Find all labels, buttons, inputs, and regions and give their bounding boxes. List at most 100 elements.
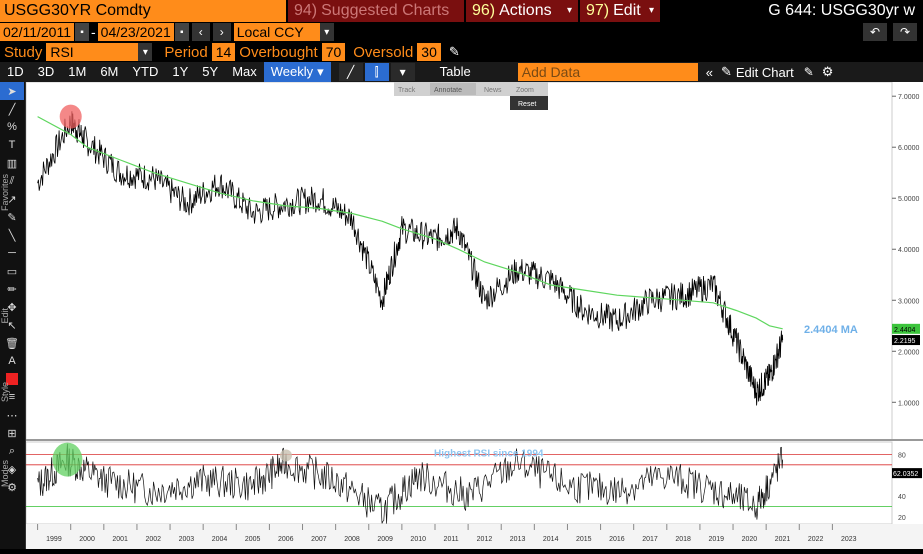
price-y-tick-label: 7.0000 <box>898 94 920 101</box>
arrow-icon[interactable]: ↗ <box>7 193 17 206</box>
rsi-y-tick-label: 40 <box>898 494 906 501</box>
select-icon[interactable]: ↖ <box>7 319 17 332</box>
dotted-icon[interactable]: ⋯ <box>6 409 18 422</box>
layers-icon[interactable]: ◈ <box>7 463 17 476</box>
rsi-peak-highlight <box>52 442 83 477</box>
x-tick-label: 2001 <box>112 536 128 543</box>
actions-label: Actions <box>499 2 552 19</box>
pen-icon[interactable]: ✎ <box>7 211 17 224</box>
rsi-y-tick-label: 80 <box>898 452 906 459</box>
suggested-label: Suggested Charts <box>321 2 450 19</box>
chevron-down-icon[interactable]: ▾ <box>390 63 415 81</box>
last-price-box <box>892 335 920 346</box>
x-tick-label: 2002 <box>145 536 161 543</box>
period-button-3d[interactable]: 3D <box>37 64 55 79</box>
edit-section-label: Edit <box>0 308 10 324</box>
price-group: 7.0000 6.0000 5.0000 4.0000 3.0000 2.0000 1.00… <box>37 94 920 407</box>
study-label: Study <box>4 43 43 61</box>
x-tick-label: 2006 <box>278 536 294 543</box>
next-period-button[interactable]: › <box>212 23 231 41</box>
overbought-input[interactable]: 70 <box>321 43 346 61</box>
cursor-icon[interactable]: ➤ <box>0 82 24 100</box>
end-date-input[interactable]: 04/23/2021 <box>97 23 174 41</box>
edit-menu[interactable]: 97) Edit ▾ <box>580 0 660 22</box>
prev-period-button[interactable]: ‹ <box>191 23 210 41</box>
x-tick-label: 2003 <box>179 536 195 543</box>
pencil-icon[interactable]: ✎ <box>448 44 460 59</box>
thickness-icon[interactable]: ≡ <box>8 391 16 403</box>
trash-icon[interactable]: 🗑 <box>5 337 19 350</box>
ma-label: 2.4404 MA <box>804 324 858 336</box>
title-bar: USGG30YR Comdty 94) Suggested Charts 96)… <box>0 0 923 22</box>
gear-icon[interactable]: ⚙ <box>7 481 17 494</box>
grid-icon[interactable]: ⊞ <box>7 427 17 440</box>
period-input[interactable]: 14 <box>211 43 236 61</box>
color-icon[interactable] <box>0 370 24 388</box>
edit-chart-label: Edit Chart <box>735 64 794 80</box>
period-button-1d[interactable]: 1D <box>7 64 24 79</box>
oversold-input[interactable]: 30 <box>417 43 441 61</box>
edit-chart-button[interactable]: ✎ Edit Chart <box>721 64 794 80</box>
currency-select[interactable]: Local CCY <box>233 23 320 41</box>
period-button-1m[interactable]: 1M <box>68 64 87 79</box>
chart-svg: 7.0000 6.0000 5.0000 4.0000 3.0000 2.0000 1.00… <box>25 81 923 549</box>
redo-button[interactable]: ↷ <box>893 23 917 41</box>
undo-button[interactable]: ↶ <box>863 23 887 41</box>
style-section-label: Style <box>0 382 10 403</box>
brush-icon[interactable]: ╲ <box>8 229 16 242</box>
font-icon[interactable]: A <box>8 355 16 367</box>
zoom-button[interactable]: Zoom <box>516 87 534 94</box>
start-date-input[interactable]: 02/11/2011 <box>0 23 74 41</box>
price-y-tick-label: 3.0000 <box>898 298 920 305</box>
chart-inner-toolbar: Track Annotate News Zoom Reset <box>394 82 548 110</box>
last-price-label: 2.2195 <box>894 338 916 345</box>
period-button-max[interactable]: Max <box>232 64 257 79</box>
table-button[interactable]: Table <box>439 64 471 79</box>
move-icon[interactable]: ✥ <box>7 301 17 314</box>
hline-icon[interactable]: ─ <box>8 247 16 259</box>
add-data-input[interactable]: Add Data <box>517 63 698 81</box>
track-button[interactable]: Track <box>398 87 416 94</box>
study-select[interactable]: RSI <box>46 43 139 61</box>
percent-icon[interactable]: % <box>7 121 17 133</box>
suggested-charts-menu[interactable]: 94) Suggested Charts <box>288 0 464 22</box>
period-button-1y[interactable]: 1Y <box>172 64 189 79</box>
ma-tag-box <box>892 323 920 334</box>
chevron-down-icon[interactable]: ▾ <box>138 43 153 61</box>
price-series-line <box>37 111 784 406</box>
x-tick-label: 2017 <box>642 536 658 543</box>
link-icon[interactable]: ⌕ <box>8 444 16 457</box>
annotate-button[interactable]: Annotate <box>434 87 462 94</box>
edit-icon[interactable]: ✎ <box>803 65 814 79</box>
trendline-icon[interactable]: ╱ <box>8 103 16 116</box>
bar-chart-icon[interactable]: ⫿ <box>364 63 389 81</box>
chart-area[interactable]: 7.0000 6.0000 5.0000 4.0000 3.0000 2.0000 1.00… <box>25 81 923 549</box>
reset-button[interactable]: Reset <box>518 101 536 108</box>
actions-menu[interactable]: 96) Actions ▾ <box>466 0 578 22</box>
channel-icon[interactable]: ⫽ <box>9 174 15 187</box>
oversold-label: Oversold <box>353 43 414 61</box>
ruler-icon[interactable]: ▭ <box>6 265 18 278</box>
news-button[interactable]: News <box>484 87 502 94</box>
calendar-icon[interactable]: ▪ <box>75 23 89 41</box>
period-button-ytd[interactable]: YTD <box>132 64 159 79</box>
ma-tag: 2.4404 <box>894 327 916 334</box>
x-tick-label: 2013 <box>510 536 526 543</box>
chevron-down-icon: ▾ <box>566 5 572 16</box>
pencil-icon[interactable]: ✏ <box>7 283 17 296</box>
chevron-down-icon[interactable]: ▾ <box>319 23 334 41</box>
collapse-icon[interactable]: « <box>705 64 713 80</box>
fib-icon[interactable]: ▥ <box>6 157 18 170</box>
ticker-field[interactable]: USGG30YR Comdty <box>0 0 286 22</box>
period-label: Period <box>164 43 208 61</box>
period-button-5y[interactable]: 5Y <box>202 64 219 79</box>
frequency-select[interactable]: Weekly ▾ <box>263 62 331 82</box>
x-tick-label: 2005 <box>245 536 261 543</box>
rsi-y-tick-label: 20 <box>898 515 906 522</box>
calendar-icon[interactable]: ▪ <box>174 23 189 41</box>
gear-icon[interactable]: ⚙ <box>821 64 834 79</box>
line-chart-icon[interactable]: ╱ <box>338 63 363 81</box>
text-icon[interactable]: T <box>8 139 16 151</box>
period-button-6m[interactable]: 6M <box>100 64 119 79</box>
